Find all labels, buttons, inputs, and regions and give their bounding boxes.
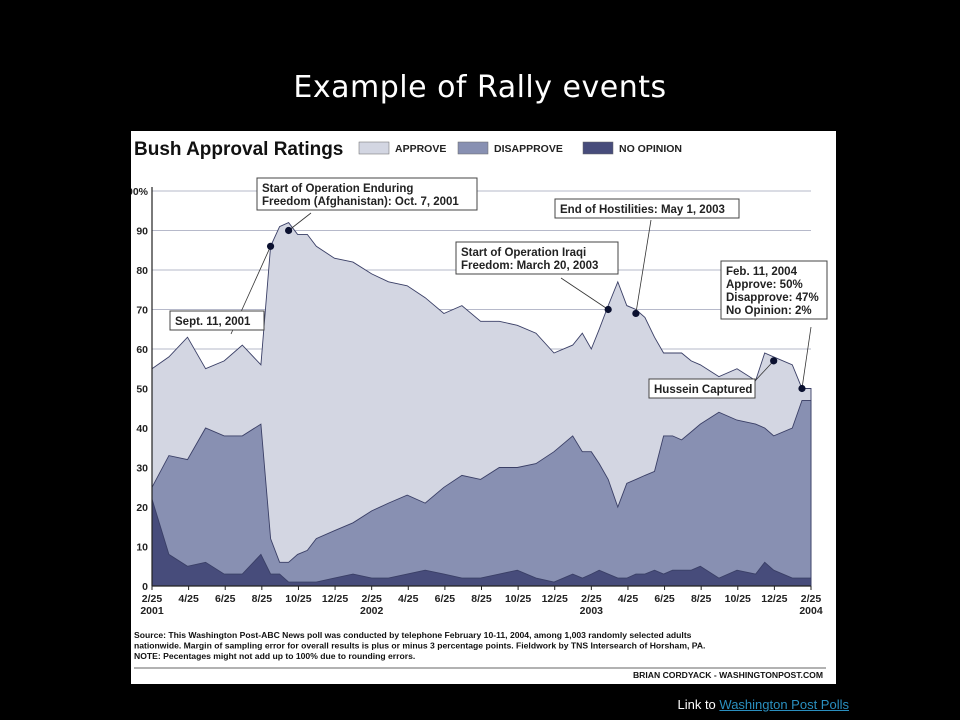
chart-areas <box>151 222 812 587</box>
x-tick-label: 2/25 <box>361 593 382 605</box>
slide-title: Example of Rally events <box>293 70 667 105</box>
annotation-point <box>798 384 806 393</box>
source-line: NOTE: Pecentages might not add up to 100… <box>134 651 415 661</box>
x-tick-label: 4/25 <box>618 593 639 605</box>
y-tick-label: 30 <box>136 463 148 475</box>
source-line: nationwide. Margin of sampling error for… <box>134 641 705 651</box>
y-tick-label: 20 <box>136 502 148 514</box>
y-tick-label: 50 <box>136 384 148 396</box>
chart-title: Bush Approval Ratings <box>134 139 343 160</box>
legend-swatch <box>582 141 614 155</box>
washington-post-polls-link[interactable]: Washington Post Polls <box>719 697 849 712</box>
legend-swatch <box>457 141 489 155</box>
x-tick-label: 4/25 <box>178 593 199 605</box>
chart-legend: APPROVE DISAPPROVE NO OPINION <box>358 141 682 155</box>
link-line: Link to Washington Post Polls <box>677 697 849 712</box>
x-tick-label: 6/25 <box>435 593 456 605</box>
annotation-text: Start of Operation Enduring <box>262 183 413 195</box>
annotation-box <box>720 260 828 320</box>
x-tick-label: 8/25 <box>252 593 273 605</box>
annotation-box <box>169 310 265 331</box>
y-tick-label: 100% <box>131 186 149 198</box>
annotation-point <box>604 305 612 314</box>
annotation-text: Approve: 50% <box>726 279 803 291</box>
x-tick-label: 12/25 <box>322 593 348 605</box>
year-label: 2003 <box>580 605 604 617</box>
year-label: 2002 <box>360 605 384 617</box>
chart-panel: Bush Approval Ratings APPROVE DISAPPROVE N… <box>131 131 836 684</box>
legend-swatch <box>358 141 390 155</box>
annotation-point <box>285 226 293 235</box>
y-tick-label: 90 <box>136 226 148 238</box>
x-tick-label: 8/25 <box>691 593 712 605</box>
disapprove-area <box>151 399 812 587</box>
x-tick-label: 2/25 <box>801 593 822 605</box>
y-tick-label: 80 <box>136 265 148 277</box>
chart-axes: 100%90807060504030201002/254/256/258/251… <box>131 186 823 617</box>
x-tick-label: 12/25 <box>761 593 787 605</box>
x-tick-label: 4/25 <box>398 593 419 605</box>
annotation-box <box>648 378 756 399</box>
legend-label: APPROVE <box>395 143 446 155</box>
annotation-leader <box>288 212 312 231</box>
annotation-point <box>770 357 778 365</box>
x-tick-label: 10/25 <box>285 593 311 605</box>
annotation-box <box>455 241 619 275</box>
chart-source-note: Source: This Washington Post-ABC News po… <box>134 630 826 680</box>
annotation-text: Freedom: March 20, 2003 <box>461 260 598 272</box>
annotation-point <box>266 242 275 250</box>
no-opinion-area <box>151 498 812 587</box>
annotation-text: Sept. 11, 2001 <box>175 316 251 328</box>
y-tick-label: 10 <box>136 542 148 554</box>
x-tick-label: 10/25 <box>725 593 751 605</box>
x-tick-label: 12/25 <box>542 593 568 605</box>
y-tick-label: 0 <box>142 581 148 593</box>
legend-label: DISAPPROVE <box>494 143 563 155</box>
annotation-leader <box>560 277 609 310</box>
annotation-box <box>554 198 740 219</box>
credit-line: BRIAN CORDYACK - WASHINGTONPOST.COM <box>633 670 823 680</box>
annotation-text: No Opinion: 2% <box>726 305 812 317</box>
annotation-leader <box>635 219 652 314</box>
y-tick-label: 60 <box>136 344 148 356</box>
x-tick-label: 8/25 <box>471 593 492 605</box>
legend-label: NO OPINION <box>619 143 682 155</box>
approval-chart: Bush Approval Ratings APPROVE DISAPPROVE N… <box>131 139 828 680</box>
x-tick-label: 10/25 <box>505 593 531 605</box>
link-prefix: Link to <box>677 697 720 712</box>
annotation-text: Start of Operation Iraqi <box>461 247 586 259</box>
annotation-point <box>632 309 640 318</box>
x-tick-label: 6/25 <box>654 593 675 605</box>
annotation-text: Feb. 11, 2004 <box>726 266 798 278</box>
annotation-text: Disapprove: 47% <box>726 292 819 304</box>
annotation-text: End of Hostilities: May 1, 2003 <box>560 204 725 216</box>
annotation-text: Hussein Captured <box>654 384 752 396</box>
annotation-text: Freedom (Afghanistan): Oct. 7, 2001 <box>262 196 459 208</box>
x-tick-label: 2/25 <box>581 593 602 605</box>
chart-annotations: Sept. 11, 2001 Start of Operation Endurin… <box>169 177 828 399</box>
annotation-leader <box>801 326 812 389</box>
source-line: Source: This Washington Post-ABC News po… <box>134 630 692 640</box>
y-tick-label: 70 <box>136 305 148 317</box>
year-label: 2004 <box>799 605 823 617</box>
y-tick-label: 40 <box>136 423 148 435</box>
year-label: 2001 <box>140 605 164 617</box>
annotation-box <box>256 177 478 211</box>
x-tick-label: 2/25 <box>142 593 163 605</box>
x-tick-label: 6/25 <box>215 593 236 605</box>
